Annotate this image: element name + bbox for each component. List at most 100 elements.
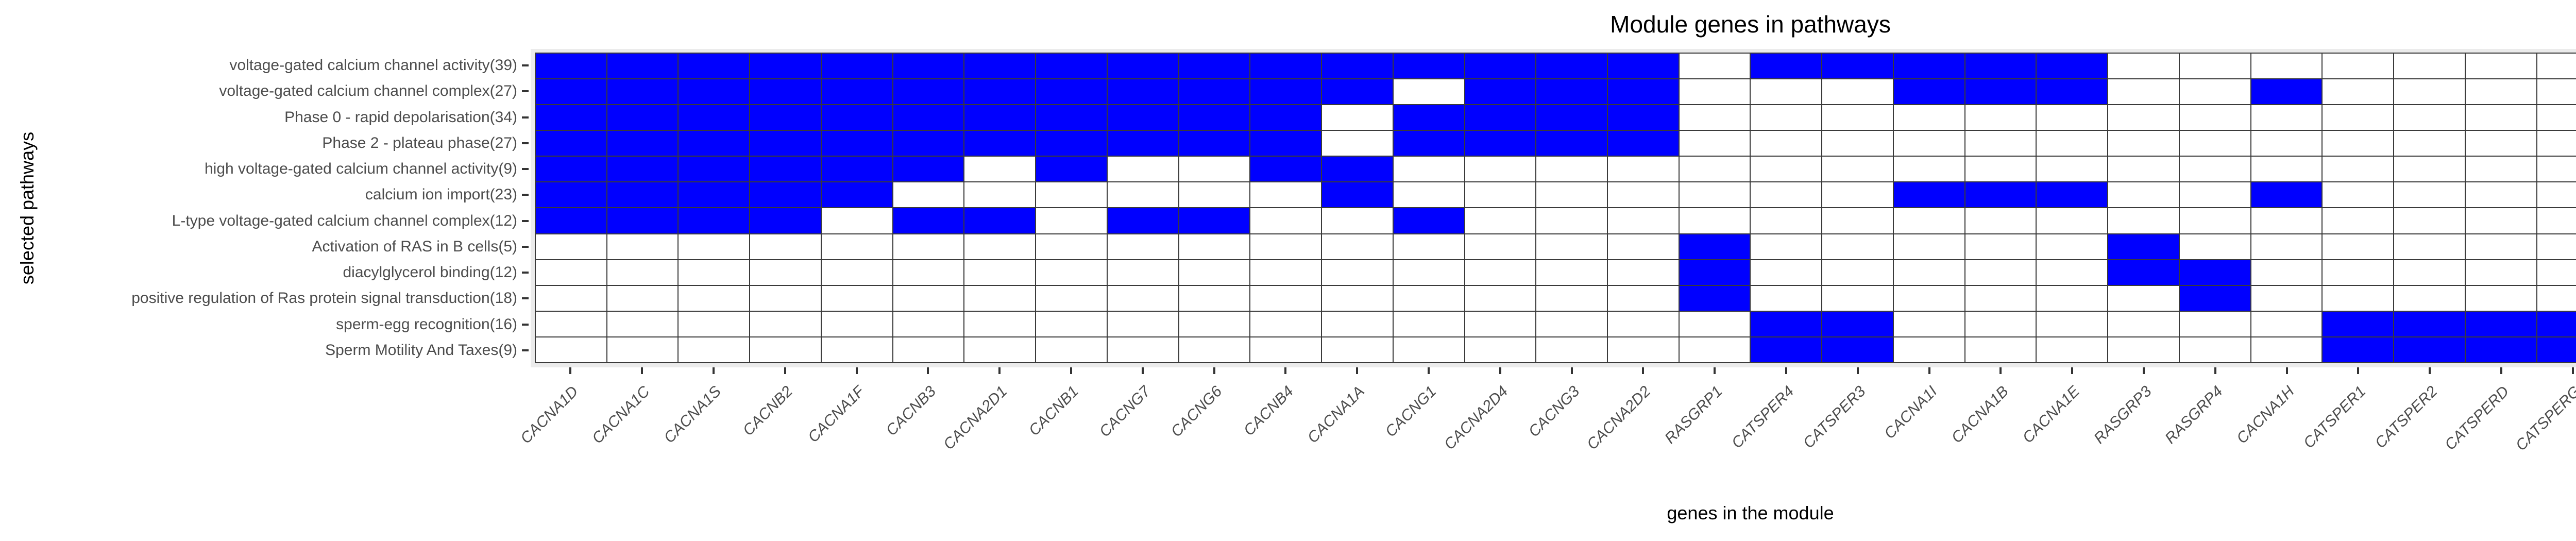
heatmap-cell bbox=[2465, 208, 2537, 234]
heatmap-cell bbox=[1608, 337, 1680, 363]
y-axis-tick bbox=[522, 168, 529, 171]
heatmap-cell bbox=[1751, 157, 1823, 183]
heatmap-cell bbox=[964, 157, 1037, 183]
heatmap-cell bbox=[1107, 285, 1179, 312]
x-tick-label: CACNA1H bbox=[2233, 382, 2298, 447]
heatmap-cell bbox=[607, 105, 679, 131]
heatmap-cell bbox=[2394, 182, 2466, 209]
heatmap-cell bbox=[1965, 311, 2037, 337]
x-tick-label: CACNA1D bbox=[517, 382, 582, 447]
y-axis-tick bbox=[522, 349, 529, 351]
x-axis-tick bbox=[1356, 367, 1359, 374]
x-axis-tick bbox=[2357, 367, 2360, 374]
heatmap-cell bbox=[1893, 182, 1965, 209]
x-axis-tick bbox=[2214, 367, 2216, 374]
heatmap-cell bbox=[1965, 79, 2037, 106]
heatmap-cell bbox=[964, 105, 1037, 131]
heatmap-cell bbox=[1107, 260, 1179, 286]
heatmap-cell bbox=[536, 131, 607, 157]
heatmap-cell bbox=[1965, 260, 2037, 286]
heatmap-cell bbox=[1679, 337, 1751, 363]
heatmap-cell bbox=[1465, 208, 1537, 234]
x-tick-label: CACNA1F bbox=[804, 382, 868, 446]
heatmap-cell bbox=[1036, 79, 1108, 106]
heatmap-cell bbox=[2537, 285, 2576, 312]
heatmap-cell bbox=[821, 131, 893, 157]
heatmap-cell bbox=[1965, 337, 2037, 363]
heatmap-cell bbox=[1608, 54, 1680, 80]
heatmap-cell bbox=[2179, 311, 2251, 337]
heatmap-cell bbox=[1536, 337, 1608, 363]
heatmap-cell bbox=[2465, 285, 2537, 312]
heatmap-cell bbox=[2323, 182, 2395, 209]
x-tick-label: CACNG7 bbox=[1096, 382, 1154, 441]
x-tick-label: CACNA2D2 bbox=[1584, 382, 1654, 453]
y-tick-label: positive regulation of Ras protein signa… bbox=[131, 290, 517, 307]
heatmap-cell bbox=[821, 79, 893, 106]
x-axis-tick bbox=[1785, 367, 1787, 374]
heatmap-cell bbox=[1679, 157, 1751, 183]
heatmap-cell bbox=[1608, 131, 1680, 157]
x-tick-label: CACNA1A bbox=[1304, 382, 1368, 447]
heatmap-cell bbox=[2537, 131, 2576, 157]
heatmap-cell bbox=[2108, 260, 2180, 286]
heatmap-cell bbox=[1893, 260, 1965, 286]
heatmap-cell bbox=[893, 311, 965, 337]
heatmap-cell bbox=[2323, 260, 2395, 286]
x-tick-label: CACNB1 bbox=[1025, 382, 1082, 439]
heatmap-cell bbox=[2037, 131, 2109, 157]
heatmap-cell bbox=[1250, 79, 1323, 106]
heatmap-cell bbox=[1536, 208, 1608, 234]
heatmap-cell bbox=[1107, 157, 1179, 183]
heatmap-cell bbox=[893, 54, 965, 80]
heatmap-cell bbox=[821, 105, 893, 131]
heatmap-cell bbox=[2037, 54, 2109, 80]
heatmap-cell bbox=[1679, 208, 1751, 234]
x-axis-tick bbox=[2071, 367, 2074, 374]
heatmap-cell bbox=[2037, 285, 2109, 312]
heatmap-cell bbox=[821, 337, 893, 363]
heatmap-cell bbox=[1751, 79, 1823, 106]
heatmap-cell bbox=[821, 285, 893, 312]
heatmap-cell bbox=[1536, 105, 1608, 131]
heatmap-cell bbox=[1608, 285, 1680, 312]
heatmap-cell bbox=[1250, 182, 1323, 209]
heatmap-cell bbox=[1608, 208, 1680, 234]
heatmap-cell bbox=[2179, 337, 2251, 363]
heatmap-cell bbox=[2394, 79, 2466, 106]
heatmap-cell bbox=[964, 131, 1037, 157]
heatmap-cell bbox=[2037, 260, 2109, 286]
x-tick-label: CATSPER3 bbox=[1800, 382, 1869, 452]
x-tick-label: CACNB2 bbox=[739, 382, 796, 439]
heatmap-cell bbox=[1036, 260, 1108, 286]
heatmap-cell bbox=[1536, 131, 1608, 157]
x-tick-label: CACNB4 bbox=[1240, 382, 1297, 439]
heatmap-cell bbox=[1465, 79, 1537, 106]
heatmap-cell bbox=[1465, 285, 1537, 312]
heatmap-cell bbox=[679, 234, 751, 260]
heatmap-cell bbox=[821, 182, 893, 209]
heatmap-cell bbox=[1751, 234, 1823, 260]
heatmap-cell bbox=[750, 337, 822, 363]
x-axis-tick bbox=[1642, 367, 1645, 374]
heatmap-cell bbox=[2251, 105, 2323, 131]
heatmap-cell bbox=[1179, 208, 1251, 234]
heatmap-cell bbox=[821, 234, 893, 260]
heatmap-cell bbox=[2179, 285, 2251, 312]
heatmap-cell bbox=[1465, 105, 1537, 131]
heatmap-cell bbox=[679, 79, 751, 106]
heatmap-cell bbox=[1465, 182, 1537, 209]
y-tick-label: Sperm Motility And Taxes(9) bbox=[325, 341, 517, 359]
heatmap-cell bbox=[1322, 157, 1394, 183]
heatmap-cell bbox=[1393, 131, 1465, 157]
heatmap-cell bbox=[1322, 311, 1394, 337]
heatmap-cell bbox=[1393, 208, 1465, 234]
heatmap-cell bbox=[536, 260, 607, 286]
x-tick-label: CACNA1C bbox=[588, 382, 653, 447]
heatmap-cell bbox=[607, 208, 679, 234]
heatmap-cell bbox=[1179, 337, 1251, 363]
heatmap-cell bbox=[893, 285, 965, 312]
heatmap-cell bbox=[2037, 234, 2109, 260]
y-tick-label: Phase 0 - rapid depolarisation(34) bbox=[284, 108, 517, 126]
heatmap-cell bbox=[1250, 105, 1323, 131]
